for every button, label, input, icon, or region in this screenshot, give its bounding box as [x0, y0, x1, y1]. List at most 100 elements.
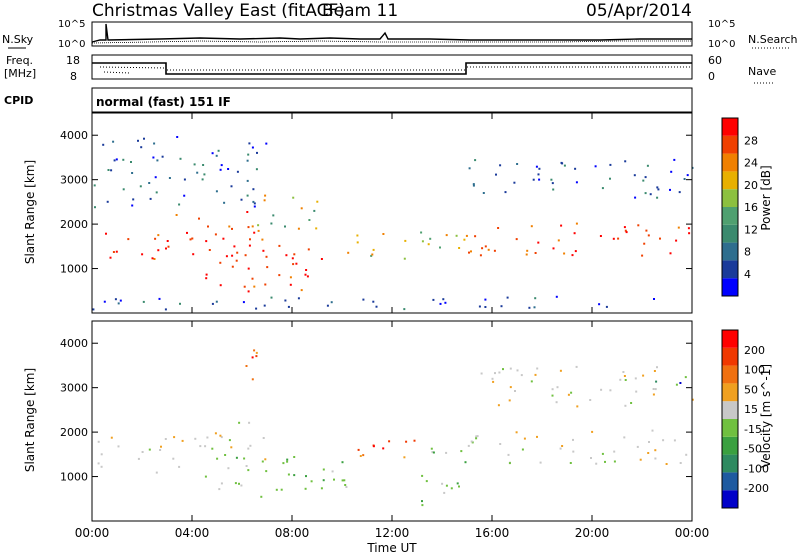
scatter-cell-p1-b3	[413, 439, 416, 442]
scatter-cell-p0-b7	[265, 142, 268, 145]
scatter-cell-p1-b1	[194, 437, 197, 440]
scatter-cell-p0-b7	[201, 178, 204, 181]
scatter-cell-p1-b6	[509, 367, 512, 370]
scatter-cell-p1-b1	[204, 445, 207, 448]
scatter-cell-p1-b0	[159, 449, 162, 451]
scatter-cell-p0-b4	[403, 257, 406, 260]
scatter-cell-p0-b6	[670, 170, 673, 173]
scatter-cell-p0-b7	[247, 153, 250, 156]
scatter-cell-p0-b8	[142, 300, 145, 303]
scatter-cell-p0-b1	[186, 231, 188, 234]
freq-label: Freq.	[6, 54, 33, 67]
scatter-cell-p1-b6	[520, 374, 523, 377]
x-tick-label: 00:00	[675, 526, 710, 540]
scatter-cell-p1-b5	[572, 450, 575, 453]
scatter-cell-p0-b2	[306, 275, 309, 278]
scatter-cell-p1-b6	[530, 380, 533, 383]
scatter-cell-p1-b8	[255, 355, 258, 358]
x-tick-label: 08:00	[275, 526, 310, 540]
scatter-cell-p1-b5	[523, 437, 526, 440]
noise-tick-right-hi: 10^5	[708, 19, 735, 30]
scatter-cell-p1-b4	[425, 480, 428, 483]
scatter-cell-p0-b2	[251, 277, 254, 280]
scatter-cell-p0-b7	[152, 156, 155, 159]
scatter-cell-p0-b5	[497, 227, 500, 229]
scatter-cell-p1-b4	[464, 461, 467, 464]
nave-tick-lo: 0	[708, 70, 715, 83]
y-tick-label: 1000	[60, 263, 88, 276]
scatter-cell-p1-b0	[97, 462, 100, 465]
scatter-cell-p1-b2	[265, 470, 268, 473]
scatter-cell-p0-b5	[645, 229, 648, 232]
scatter-cell-p1-b6	[624, 404, 627, 407]
scatter-cell-p0-b2	[247, 267, 250, 270]
scatter-cell-p1-b4	[432, 451, 435, 454]
scatter-cell-p1-b3	[359, 455, 362, 457]
scatter-cell-p1-b5	[476, 435, 479, 438]
scatter-cell-p1-b7	[655, 380, 658, 383]
scatter-cell-p1-b5	[662, 439, 665, 442]
y-tick-label: 2000	[60, 426, 88, 439]
scatter-cell-p1-b2	[322, 468, 325, 471]
scatter-cell-p0-b7	[203, 173, 206, 176]
scatter-cell-p0-b1	[207, 225, 209, 228]
scatter-cell-p1-b2	[320, 487, 323, 490]
scatter-cell-p0-b8	[92, 308, 95, 311]
scatter-cell-p0-b7	[122, 188, 125, 191]
freq-trace	[92, 62, 692, 75]
scatter-cell-p1-b5	[569, 462, 572, 464]
scatter-cell-p0-b8	[528, 306, 531, 309]
scatter-cell-p1-b8	[245, 365, 248, 367]
scatter-cell-p0-b8	[484, 298, 487, 301]
scatter-cell-p1-b5	[651, 429, 654, 432]
scatter-cell-p0-b6	[657, 188, 660, 191]
scatter-cell-p1-b2	[234, 482, 237, 485]
scatter-cell-p0-b3	[308, 219, 311, 221]
scatter-cell-p0-b0	[154, 237, 157, 240]
scatter-cell-p1-b0	[141, 451, 144, 453]
scatter-cell-p0-b7	[131, 204, 134, 207]
scatter-cell-p0-b5	[641, 254, 644, 257]
scatter-cell-p0-b5	[560, 224, 563, 227]
velocity-ylabel: Slant Range [km]	[23, 368, 37, 472]
scatter-cell-p0-b7	[253, 205, 256, 208]
colorbar-swatch	[722, 472, 738, 491]
y-tick-label: 2000	[60, 218, 88, 231]
scatter-cell-p0-b7	[137, 139, 139, 142]
scatter-cell-p0-b3	[272, 214, 275, 217]
scatter-cell-p0-b0	[157, 249, 160, 252]
scatter-cell-p1-b6	[619, 378, 622, 381]
scatter-cell-p0-b7	[220, 164, 223, 167]
scatter-cell-p0-b0	[153, 258, 156, 260]
scatter-cell-p1-b8	[253, 349, 256, 352]
scatter-cell-p1-b6	[567, 393, 570, 396]
scatter-cell-p0-b5	[563, 252, 566, 255]
scatter-cell-p1-b1	[178, 465, 181, 468]
scatter-cell-p1-b6	[508, 399, 511, 402]
scatter-cell-p1-b5	[613, 460, 616, 463]
scatter-cell-p1-b1	[243, 457, 246, 460]
scatter-cell-p0-b1	[205, 240, 208, 243]
scatter-cell-p0-b6	[683, 178, 686, 180]
scatter-cell-p0-b6	[575, 181, 578, 184]
scatter-cell-p1-b6	[624, 379, 627, 381]
scatter-cell-p0-b8	[362, 298, 365, 301]
scatter-cell-p1-b6	[652, 393, 655, 396]
scatter-cell-p1-b5	[613, 450, 616, 453]
colorbar-tick-label: 4	[744, 268, 751, 281]
scatter-cell-p0-b6	[550, 178, 553, 181]
scatter-cell-p0-b5	[647, 234, 650, 237]
scatter-cell-p1-b6	[480, 372, 483, 375]
scatter-cell-p0-b8	[432, 298, 435, 301]
scatter-cell-p1-b0	[155, 471, 158, 474]
scatter-cell-p1-b6	[497, 404, 500, 407]
scatter-cell-p1-b5	[623, 436, 626, 439]
scatter-cell-p0-b5	[557, 239, 560, 242]
scatter-cell-p1-b2	[247, 469, 250, 472]
scatter-cell-p0-b8	[444, 301, 447, 304]
scatter-cell-p1-b2	[305, 475, 307, 478]
scatter-cell-p1-b5	[507, 453, 510, 456]
scatter-cell-p0-b8	[164, 308, 167, 311]
scatter-cell-p1-b1	[206, 436, 209, 439]
scatter-cell-p1-b5	[595, 462, 598, 465]
